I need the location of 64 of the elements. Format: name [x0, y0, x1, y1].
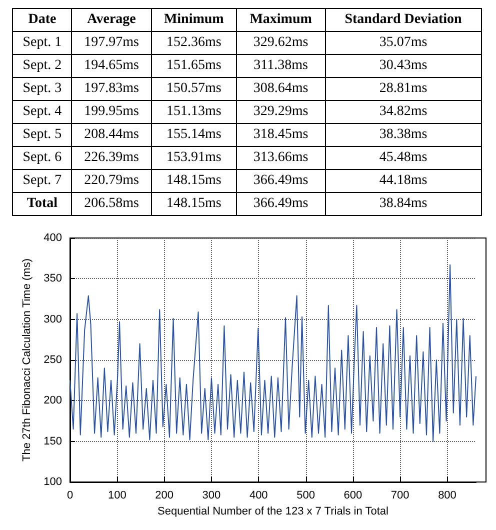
text: Average [72, 8, 152, 32]
text: 150.57ms [151, 78, 237, 100]
x-tick-label: 100 [108, 490, 126, 502]
text: 197.83ms [72, 78, 152, 100]
x-tick-label: 700 [390, 490, 410, 502]
text: 148.15ms [151, 192, 237, 216]
text: Sept. 4 [12, 100, 72, 124]
text: 329.62ms [236, 32, 325, 54]
text: Sept. 3 [12, 78, 72, 100]
text: 208.44ms [72, 124, 152, 146]
text: 329.29ms [236, 100, 325, 124]
text: 206.58ms [72, 192, 152, 216]
text: 311.38ms [236, 54, 325, 78]
y-tick-label: 150 [44, 435, 62, 448]
text: 28.81ms [325, 78, 482, 100]
text: 153.91ms [151, 146, 237, 170]
text: 148.15ms [151, 170, 237, 192]
text: 35.07ms [325, 32, 482, 54]
text: Standard Deviation [325, 8, 482, 32]
text: Sept. 6 [12, 146, 72, 170]
text: Minimum [151, 8, 237, 32]
text: 366.49ms [236, 170, 325, 192]
text: 45.48ms [325, 146, 482, 170]
text: Maximum [236, 8, 325, 32]
x-tick-label: 300 [202, 490, 221, 502]
text: 151.65ms [151, 54, 237, 78]
text: Sept. 2 [12, 54, 72, 78]
text: 220.79ms [72, 170, 152, 192]
text: 151.13ms [151, 100, 237, 124]
x-tick-label: 500 [296, 490, 315, 502]
text: Date [12, 8, 72, 32]
y-tick-label: 300 [44, 313, 62, 326]
text: Sept. 7 [12, 170, 72, 192]
text: 38.38ms [325, 124, 482, 146]
text: 194.65ms [72, 54, 152, 78]
text: 30.43ms [325, 54, 482, 78]
text: 38.84ms [325, 192, 482, 216]
text: 226.39ms [72, 146, 152, 170]
text: 366.49ms [236, 192, 325, 216]
text: 152.36ms [151, 32, 237, 54]
text: Sept. 5 [12, 124, 72, 146]
x-tick-label: 0 [66, 490, 74, 502]
y-tick-label: 400 [44, 232, 62, 244]
text: 308.64ms [236, 78, 325, 100]
text: 34.82ms [325, 100, 482, 124]
text: 155.14ms [151, 124, 237, 146]
text: 199.95ms [72, 100, 152, 124]
y-tick-label: 250 [44, 354, 62, 366]
line-series [70, 264, 476, 442]
y-tick-label: 100 [44, 476, 62, 488]
y-tick-label: 200 [44, 394, 62, 407]
text: 313.66ms [236, 146, 325, 170]
text: Total [12, 192, 72, 216]
y-axis-title: The 27th Fibonacci Calculation Time (ms) [21, 258, 34, 462]
x-axis-title: Sequential Number of the 123 x 7 Trials in Total [158, 505, 388, 518]
y-tick-label: 350 [44, 272, 62, 285]
text: 197.97ms [72, 32, 152, 54]
text: 318.45ms [236, 124, 325, 146]
x-tick-label: 600 [344, 490, 362, 502]
x-tick-label: 200 [155, 490, 174, 502]
x-tick-label: 800 [438, 490, 456, 502]
text: 44.18ms [325, 170, 482, 192]
text: Sept. 1 [12, 32, 72, 54]
x-tick-label: 400 [249, 490, 268, 502]
